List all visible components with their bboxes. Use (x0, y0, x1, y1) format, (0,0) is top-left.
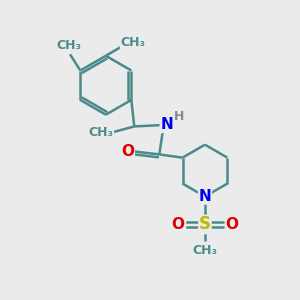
Text: CH₃: CH₃ (192, 244, 218, 257)
Text: O: O (121, 144, 134, 159)
Text: CH₃: CH₃ (120, 36, 146, 49)
Text: CH₃: CH₃ (56, 39, 81, 52)
Text: H: H (174, 110, 184, 123)
Text: O: O (171, 217, 184, 232)
Text: S: S (199, 215, 211, 233)
Text: CH₃: CH₃ (88, 126, 113, 139)
Text: N: N (160, 118, 173, 133)
Text: O: O (226, 217, 238, 232)
Text: N: N (199, 189, 211, 204)
